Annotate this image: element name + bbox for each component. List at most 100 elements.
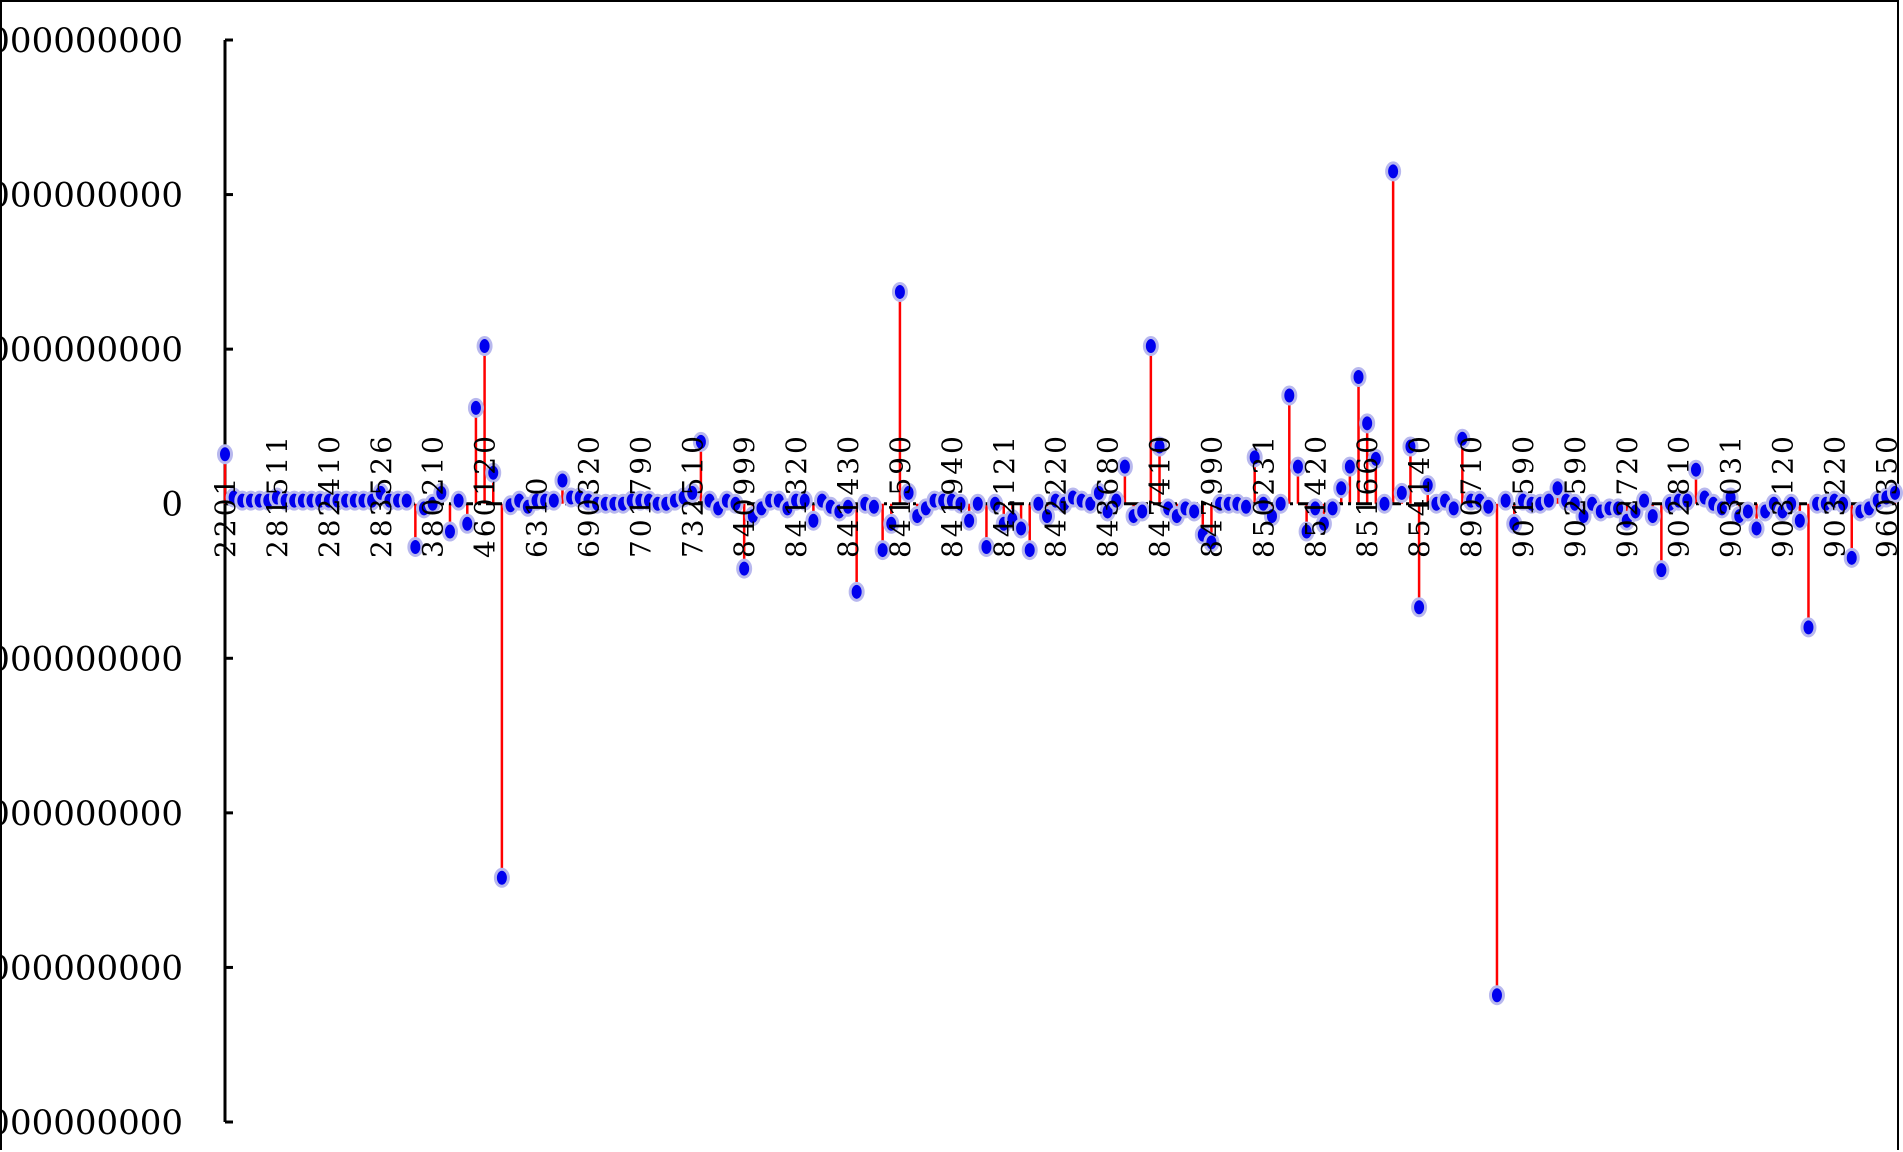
data-point xyxy=(1013,518,1030,539)
x-tick-label: 841430 xyxy=(832,433,865,558)
x-tick-label: 851420 xyxy=(1299,433,1332,558)
x-tick-label: 701790 xyxy=(624,433,657,558)
data-point xyxy=(900,482,917,503)
data-point xyxy=(969,493,986,514)
data-point xyxy=(1549,478,1566,499)
markers xyxy=(217,161,1903,1006)
x-tick-label: 960350 xyxy=(1870,433,1903,558)
data-point xyxy=(1255,493,1272,514)
data-point xyxy=(1359,413,1376,434)
x-tick-label: 847990 xyxy=(1195,433,1228,558)
data-point xyxy=(545,490,562,511)
data-point xyxy=(1835,493,1852,514)
x-tick-label: 854140 xyxy=(1403,433,1436,558)
data-point xyxy=(1480,496,1497,517)
data-point xyxy=(441,521,458,542)
data-point xyxy=(1402,436,1419,457)
data-point xyxy=(1419,475,1436,496)
data-point xyxy=(1653,560,1670,581)
data-point xyxy=(1203,532,1220,553)
data-point xyxy=(865,496,882,517)
y-tick-label: -2000000000 xyxy=(0,794,183,834)
data-point xyxy=(692,431,709,452)
x-tick-label: 460120 xyxy=(469,433,502,558)
y-tick-label: 3000000000 xyxy=(0,21,183,61)
data-point xyxy=(1497,490,1514,511)
data-point xyxy=(1341,456,1358,477)
data-point xyxy=(467,397,484,418)
data-point xyxy=(1108,490,1125,511)
data-point xyxy=(493,867,510,888)
data-point xyxy=(554,470,571,491)
data-point xyxy=(1186,501,1203,522)
x-tick-label: 732510 xyxy=(676,433,709,558)
data-point xyxy=(1393,482,1410,503)
y-axis: 3000000000 2000000000 1000000000 0 -10000000… xyxy=(0,21,233,1143)
data-point xyxy=(736,558,753,579)
data-point xyxy=(1263,506,1280,527)
data-point xyxy=(1298,521,1315,542)
data-point xyxy=(1488,985,1505,1006)
data-point xyxy=(1540,490,1557,511)
data-point xyxy=(1385,161,1402,182)
x-tick-label: 281511 xyxy=(261,433,294,558)
data-point xyxy=(1021,540,1038,561)
data-point xyxy=(848,581,865,602)
x-tick-label: 903120 xyxy=(1767,433,1800,558)
data-point xyxy=(1376,493,1393,514)
data-point xyxy=(1289,456,1306,477)
data-point xyxy=(1843,547,1860,568)
data-point xyxy=(1783,493,1800,514)
x-tick-label: 851660 xyxy=(1351,433,1384,558)
data-point xyxy=(1679,490,1696,511)
data-point xyxy=(840,496,857,517)
data-point xyxy=(805,510,822,531)
data-point xyxy=(217,444,233,465)
data-point xyxy=(891,281,908,302)
x-axis-labels: 2201 281511 282410 283526 380210 460120 6310 69… xyxy=(209,433,1903,558)
data-point xyxy=(1739,501,1756,522)
data-point xyxy=(1887,482,1903,503)
data-point xyxy=(433,482,450,503)
y-tick-label: -4000000000 xyxy=(0,1103,183,1143)
x-tick-label: 850231 xyxy=(1247,433,1280,558)
data-point xyxy=(727,493,744,514)
x-tick-label: 842220 xyxy=(1040,433,1073,558)
x-tick-label: 282410 xyxy=(313,433,346,558)
data-point xyxy=(485,462,502,483)
data-point xyxy=(1030,493,1047,514)
data-point xyxy=(1454,428,1471,449)
x-tick-label: 6310 xyxy=(521,475,554,558)
data-point xyxy=(1350,366,1367,387)
y-tick-label: 2000000000 xyxy=(0,176,183,216)
x-tick-label: 902810 xyxy=(1663,433,1696,558)
data-point xyxy=(1134,501,1151,522)
x-tick-label: 903031 xyxy=(1715,433,1748,558)
data-point xyxy=(1090,482,1107,503)
x-tick-label: 841940 xyxy=(936,433,969,558)
data-point xyxy=(407,536,424,557)
x-tick-label: 890710 xyxy=(1455,433,1488,558)
data-point xyxy=(1610,498,1627,519)
data-point xyxy=(1307,498,1324,519)
data-point xyxy=(1506,513,1523,534)
data-point xyxy=(961,510,978,531)
data-point xyxy=(1238,496,1255,517)
data-point xyxy=(1722,487,1739,508)
data-point xyxy=(1644,506,1661,527)
x-tick-label: 380210 xyxy=(417,433,450,558)
data-point xyxy=(459,513,476,534)
data-point xyxy=(450,490,467,511)
x-tick-label: 690320 xyxy=(572,433,605,558)
y-tick-label: -3000000000 xyxy=(0,948,183,988)
data-point xyxy=(1142,336,1159,357)
data-point xyxy=(476,336,493,357)
y-tick-label: 1000000000 xyxy=(0,330,183,370)
data-point xyxy=(1315,513,1332,534)
data-point xyxy=(1411,597,1428,618)
data-point xyxy=(684,482,701,503)
data-point xyxy=(1333,478,1350,499)
x-tick-label: 901590 xyxy=(1507,433,1540,558)
